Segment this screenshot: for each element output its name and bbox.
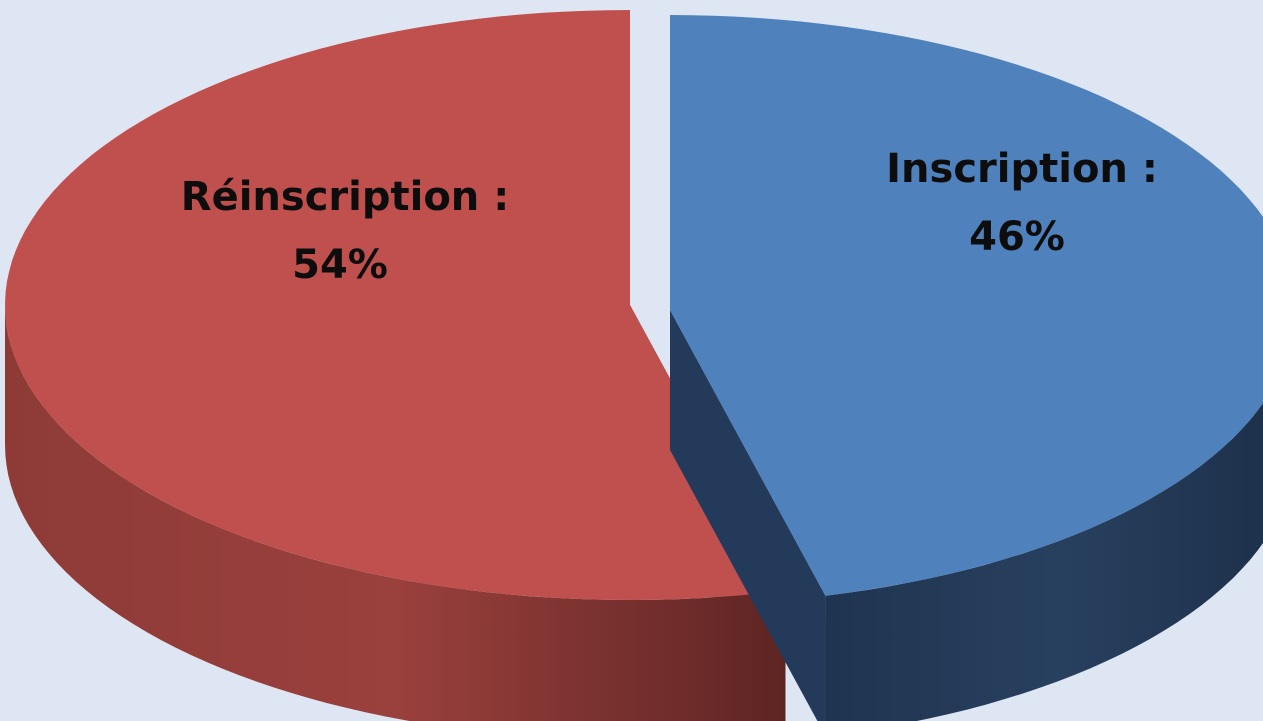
pie-slice-inscription: [670, 15, 1263, 721]
pie-slice-inscription-side-wall: [825, 403, 1263, 721]
data-label-inscription-name: Inscription :: [886, 146, 1158, 192]
pie-slice-reinscription-side-wall: [5, 305, 786, 721]
pie-slice-inscription-top-face: [670, 15, 1263, 596]
data-label-inscription-value: 46%: [969, 214, 1065, 260]
pie-slice-inscription-cut-face: [670, 310, 826, 721]
pie-slice-reinscription: [5, 10, 786, 721]
data-label-reinscription-name: Réinscription :: [181, 174, 509, 220]
pie-slice-reinscription-top-face: [5, 10, 786, 600]
data-label-reinscription-value: 54%: [292, 242, 388, 288]
